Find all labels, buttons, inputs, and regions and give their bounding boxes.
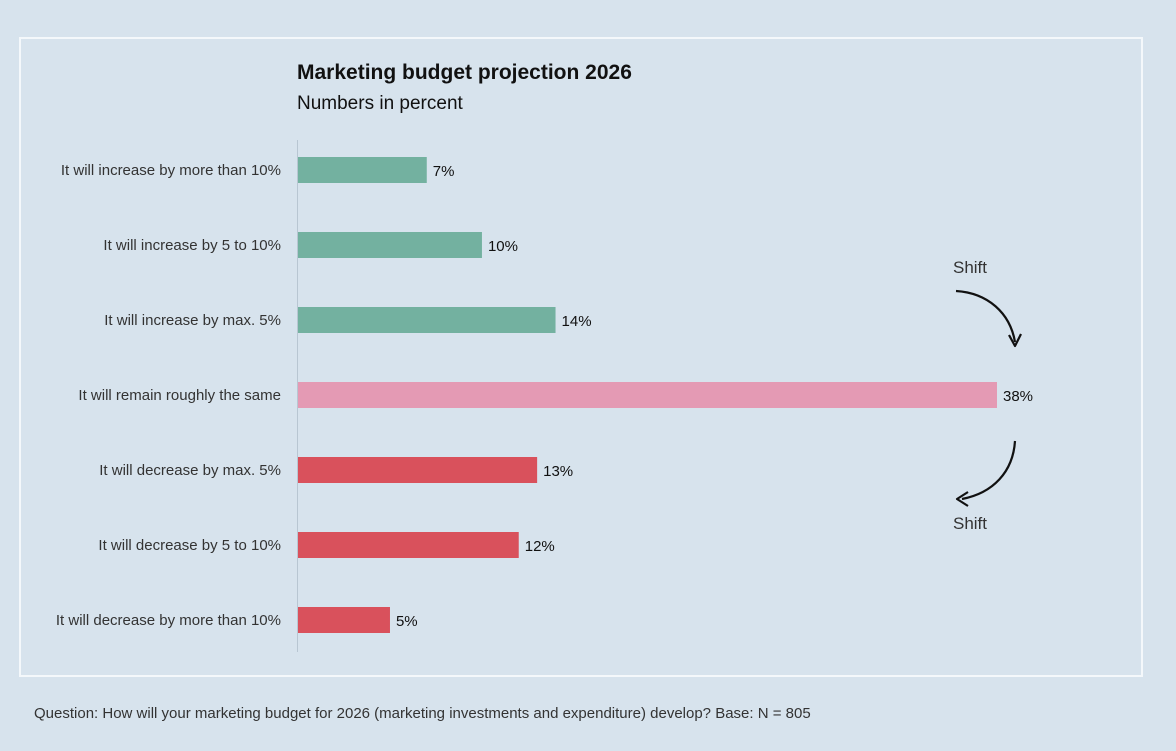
footnote: Question: How will your marketing budget…	[34, 705, 811, 722]
category-label: It will increase by more than 10%	[61, 162, 281, 179]
bar	[298, 457, 538, 483]
bars-group: It will increase by more than 10% 7% It wi…	[56, 157, 1033, 633]
category-label: It will decrease by more than 10%	[56, 612, 281, 629]
category-label: It will decrease by 5 to 10%	[98, 537, 281, 554]
category-label: It will increase by max. 5%	[104, 312, 281, 329]
shift-label-top: Shift	[953, 258, 987, 277]
bar-value-label: 5%	[396, 613, 418, 630]
bar	[298, 232, 482, 258]
bar	[298, 157, 427, 183]
bar-value-label: 10%	[488, 238, 518, 255]
shift-arrow-back-icon	[955, 440, 1017, 507]
bar	[298, 532, 519, 558]
bar-value-label: 13%	[543, 463, 573, 480]
chart-title: Marketing budget projection 2026	[297, 61, 632, 84]
category-label: It will decrease by max. 5%	[99, 462, 281, 479]
chart-frame	[19, 37, 1143, 677]
category-label: It will remain roughly the same	[78, 387, 281, 404]
shift-arrow-down-icon	[955, 289, 1022, 348]
bar	[298, 307, 556, 333]
bar-value-label: 38%	[1003, 388, 1033, 405]
bar-value-label: 7%	[433, 163, 455, 180]
bar	[298, 607, 390, 633]
bar-value-label: 14%	[562, 313, 592, 330]
bar-value-label: 12%	[525, 538, 555, 555]
shift-label-bottom: Shift	[953, 514, 987, 533]
category-label: It will increase by 5 to 10%	[103, 237, 281, 254]
chart-subtitle: Numbers in percent	[297, 93, 464, 114]
bar	[298, 382, 997, 408]
